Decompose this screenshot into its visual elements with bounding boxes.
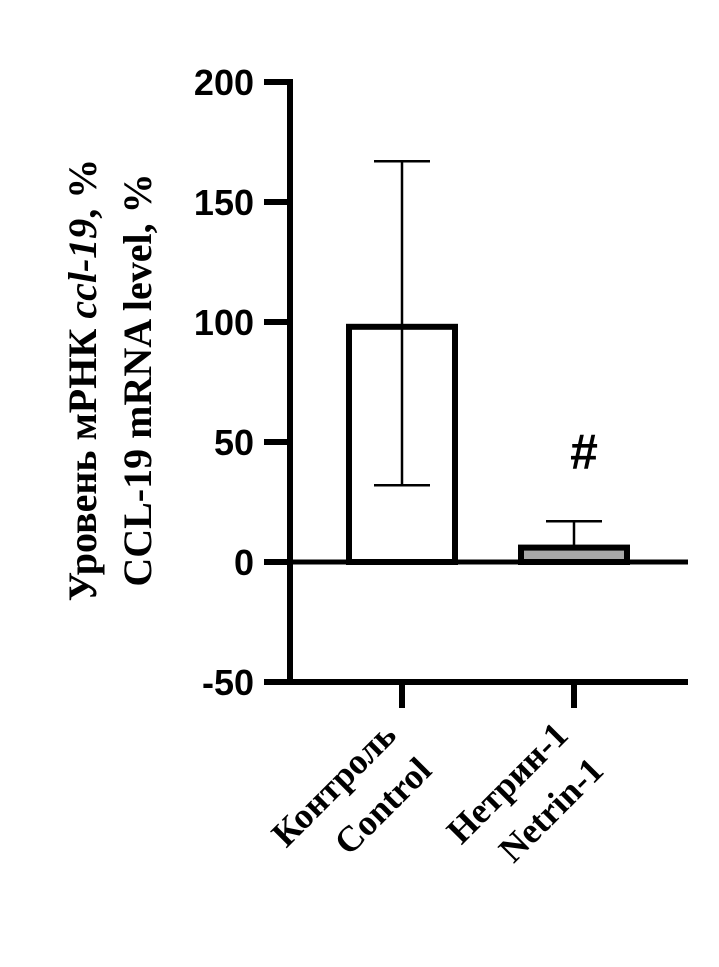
y-tick-label: 50 [214, 422, 254, 463]
y-tick-label: 0 [234, 542, 254, 583]
y-axis-title-line-2: CCL-19 mRNA level, % [115, 173, 160, 586]
y-tick-label: 150 [194, 182, 254, 223]
significance-marker: # [570, 424, 598, 480]
y-tick-label: -50 [202, 662, 254, 703]
error-bars [374, 159, 602, 548]
y-tick-label: 100 [194, 302, 254, 343]
y-axis: -50 0 50 100 150 200 [194, 62, 293, 703]
y-axis-title: Уровень мРНК ccl-19, % CCL-19 mRNA level… [60, 159, 160, 602]
y-tick-label: 200 [194, 62, 254, 103]
y-axis-title-line-1: Уровень мРНК ccl-19, % [60, 159, 105, 602]
annotations: # [570, 424, 598, 480]
